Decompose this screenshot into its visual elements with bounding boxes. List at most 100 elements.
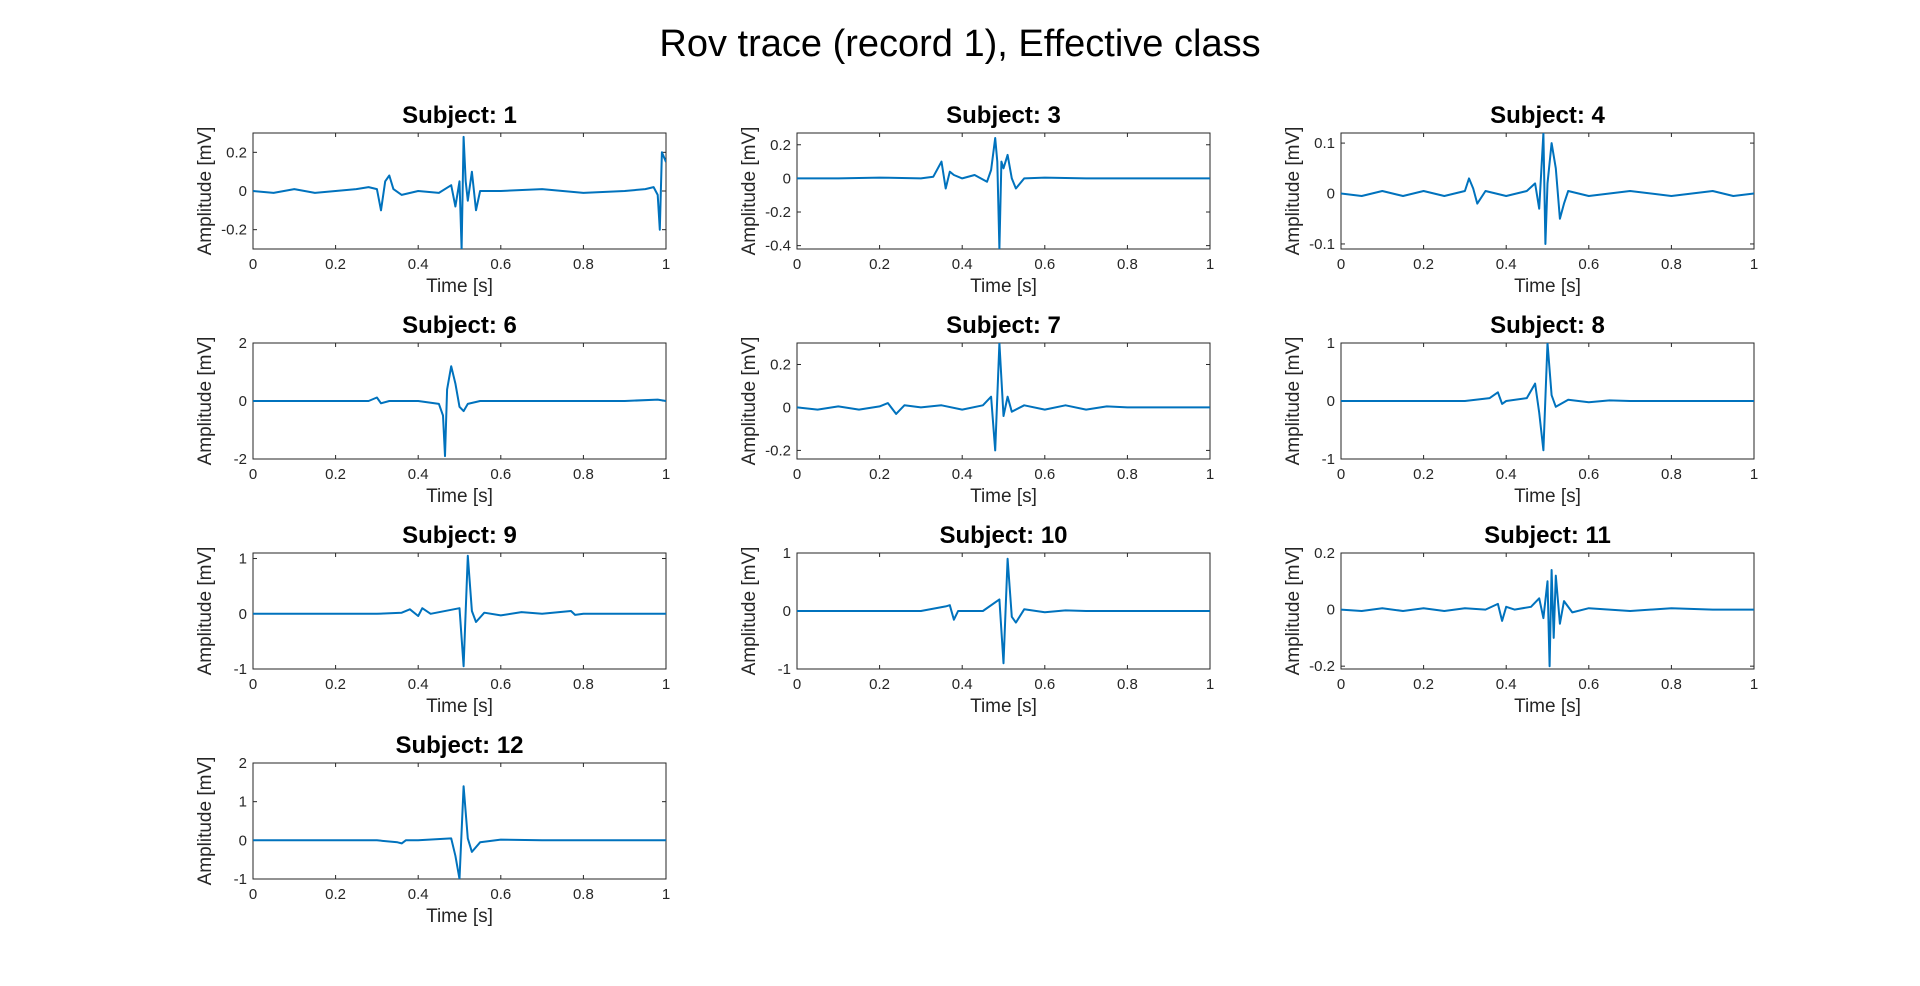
x-axis-label: Time [s]	[426, 276, 493, 297]
x-axis-label: Time [s]	[426, 696, 493, 717]
x-tick-label: 0.2	[325, 676, 346, 693]
x-tick-label: 0	[249, 256, 257, 273]
x-axis-label: Time [s]	[970, 696, 1037, 717]
y-tick-label: 0.2	[770, 356, 791, 373]
y-axis-label: Amplitude [mV]	[739, 127, 760, 256]
subplot-title: Subject: 6	[402, 312, 517, 339]
y-axis-label: Amplitude [mV]	[195, 127, 216, 256]
x-tick-label: 0.4	[1496, 256, 1517, 273]
x-tick-label: 0.6	[1578, 466, 1599, 483]
y-tick-label: -2	[234, 451, 247, 468]
subplot-title: Subject: 7	[946, 312, 1061, 339]
x-axis-label: Time [s]	[1514, 486, 1581, 507]
x-tick-label: 0.8	[1661, 676, 1682, 693]
subplot-title: Subject: 9	[402, 522, 517, 549]
axes-frame	[796, 342, 1211, 460]
x-tick-label: 0.2	[869, 256, 890, 273]
y-axis-label: Amplitude [mV]	[195, 337, 216, 466]
x-tick-label: 0.2	[869, 676, 890, 693]
x-tick-label: 0.6	[1034, 466, 1055, 483]
x-tick-label: 0.2	[1413, 256, 1434, 273]
signal-trace	[253, 365, 666, 458]
x-tick-label: 0.6	[490, 256, 511, 273]
signal-trace	[1341, 343, 1754, 452]
x-tick-label: 0.8	[1117, 256, 1138, 273]
x-axis-label: Time [s]	[426, 906, 493, 927]
y-tick-label: 2	[239, 335, 247, 352]
subplot-title: Subject: 3	[946, 102, 1061, 129]
y-axis-label: Amplitude [mV]	[1283, 547, 1304, 676]
x-axis-label: Time [s]	[970, 276, 1037, 297]
x-tick-label: 0.4	[408, 886, 429, 903]
y-tick-label: 0	[239, 832, 247, 849]
y-tick-label: -1	[778, 661, 791, 678]
y-tick-label: -0.2	[1309, 658, 1335, 675]
x-axis-label: Time [s]	[1514, 696, 1581, 717]
x-tick-label: 0.2	[325, 886, 346, 903]
signal-trace	[797, 137, 1210, 249]
x-tick-label: 0.8	[1117, 466, 1138, 483]
signal-trace	[253, 554, 666, 668]
x-tick-label: 0.6	[1578, 256, 1599, 273]
x-tick-label: 0.8	[1661, 256, 1682, 273]
y-axis-label: Amplitude [mV]	[195, 757, 216, 886]
x-tick-label: 0.2	[1413, 466, 1434, 483]
x-tick-label: 0.2	[325, 256, 346, 273]
x-tick-label: 0	[1337, 256, 1345, 273]
x-tick-label: 0.4	[408, 676, 429, 693]
axes-frame	[1340, 552, 1755, 670]
x-tick-label: 1	[1750, 466, 1758, 483]
x-tick-label: 1	[1206, 466, 1214, 483]
x-tick-label: 0.6	[1034, 676, 1055, 693]
x-tick-label: 1	[1750, 256, 1758, 273]
x-tick-label: 1	[1206, 676, 1214, 693]
y-tick-label: -1	[234, 871, 247, 888]
x-axis-label: Time [s]	[426, 486, 493, 507]
subplot-title: Subject: 4	[1490, 102, 1605, 129]
signal-trace	[253, 135, 666, 249]
x-tick-label: 0.8	[573, 466, 594, 483]
y-tick-label: -0.2	[221, 222, 247, 239]
x-tick-label: 0.6	[490, 676, 511, 693]
signal-trace	[1341, 569, 1754, 668]
x-tick-label: 0.8	[1661, 466, 1682, 483]
x-tick-label: 1	[1206, 256, 1214, 273]
y-tick-label: 0	[783, 399, 791, 416]
y-tick-label: -0.1	[1309, 236, 1335, 253]
x-tick-label: 1	[662, 466, 670, 483]
y-tick-label: -0.4	[765, 238, 791, 255]
x-tick-label: 0	[793, 466, 801, 483]
y-tick-label: 2	[239, 755, 247, 772]
x-tick-label: 0.8	[573, 886, 594, 903]
figure-title: Rov trace (record 1), Effective class	[659, 23, 1260, 65]
x-tick-label: 0.6	[490, 886, 511, 903]
x-tick-label: 0.8	[573, 256, 594, 273]
x-tick-label: 0.6	[490, 466, 511, 483]
x-tick-label: 0	[793, 256, 801, 273]
x-tick-label: 0	[249, 676, 257, 693]
x-tick-label: 0.4	[408, 466, 429, 483]
x-tick-label: 1	[662, 676, 670, 693]
y-tick-label: 0	[1327, 602, 1335, 619]
x-axis-label: Time [s]	[970, 486, 1037, 507]
y-tick-label: 1	[239, 551, 247, 568]
axes-frame	[1340, 132, 1755, 250]
signal-trace	[253, 785, 666, 879]
y-tick-label: 1	[239, 794, 247, 811]
y-tick-label: -0.2	[765, 442, 791, 459]
subplot-title: Subject: 10	[939, 522, 1067, 549]
x-tick-label: 1	[662, 886, 670, 903]
y-tick-label: -1	[1322, 451, 1335, 468]
x-axis-label: Time [s]	[1514, 276, 1581, 297]
